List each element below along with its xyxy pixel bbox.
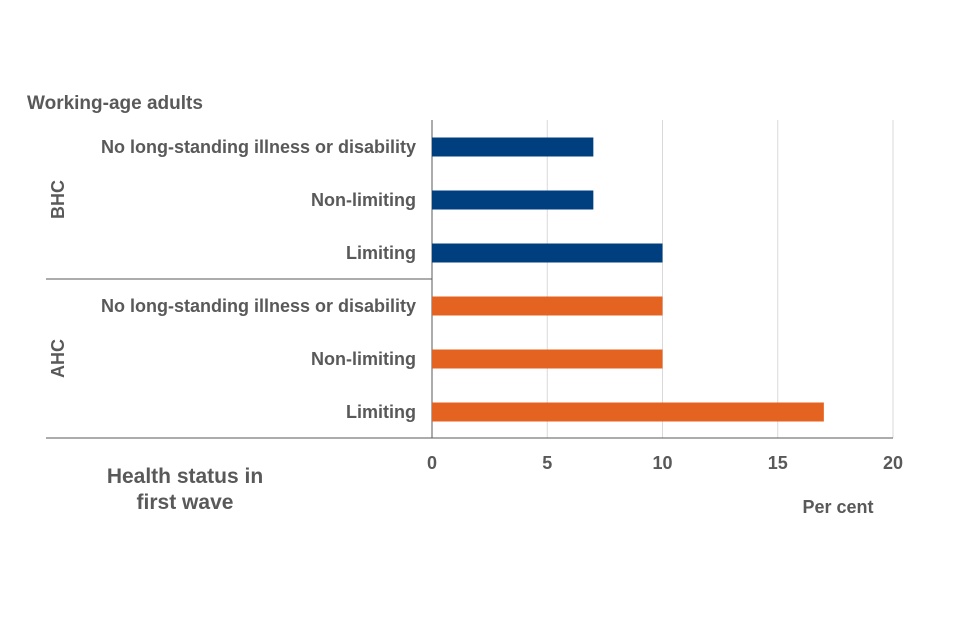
bar — [432, 137, 594, 157]
x-tick-label: 0 — [427, 453, 437, 473]
x-tick-label: 10 — [652, 453, 672, 473]
bar — [432, 402, 824, 422]
category-label: Non-limiting — [311, 349, 416, 369]
bars — [432, 137, 824, 422]
group-label: AHC — [48, 339, 68, 378]
bar — [432, 243, 663, 263]
bar — [432, 349, 663, 369]
x-tick-label: 15 — [768, 453, 788, 473]
axes-frame — [46, 120, 893, 439]
category-label: Non-limiting — [311, 190, 416, 210]
category-label: Limiting — [346, 243, 416, 263]
y-axis-title: Health status in first wave — [107, 465, 263, 514]
group-labels: BHC AHC — [48, 180, 68, 378]
category-label: No long-standing illness or disability — [101, 137, 416, 157]
group-label: BHC — [48, 180, 68, 219]
category-label: Limiting — [346, 402, 416, 422]
x-axis-title: Per cent — [802, 497, 873, 517]
gridlines — [546, 120, 894, 438]
chart-title: Working-age adults — [27, 93, 203, 114]
category-label: No long-standing illness or disability — [101, 296, 416, 316]
x-tick-labels: 0 5 10 15 20 — [427, 453, 903, 473]
category-labels: No long-standing illness or disability No… — [101, 137, 416, 422]
bar — [432, 190, 594, 210]
bar — [432, 296, 663, 316]
x-tick-label: 5 — [542, 453, 552, 473]
x-tick-label: 20 — [883, 453, 903, 473]
